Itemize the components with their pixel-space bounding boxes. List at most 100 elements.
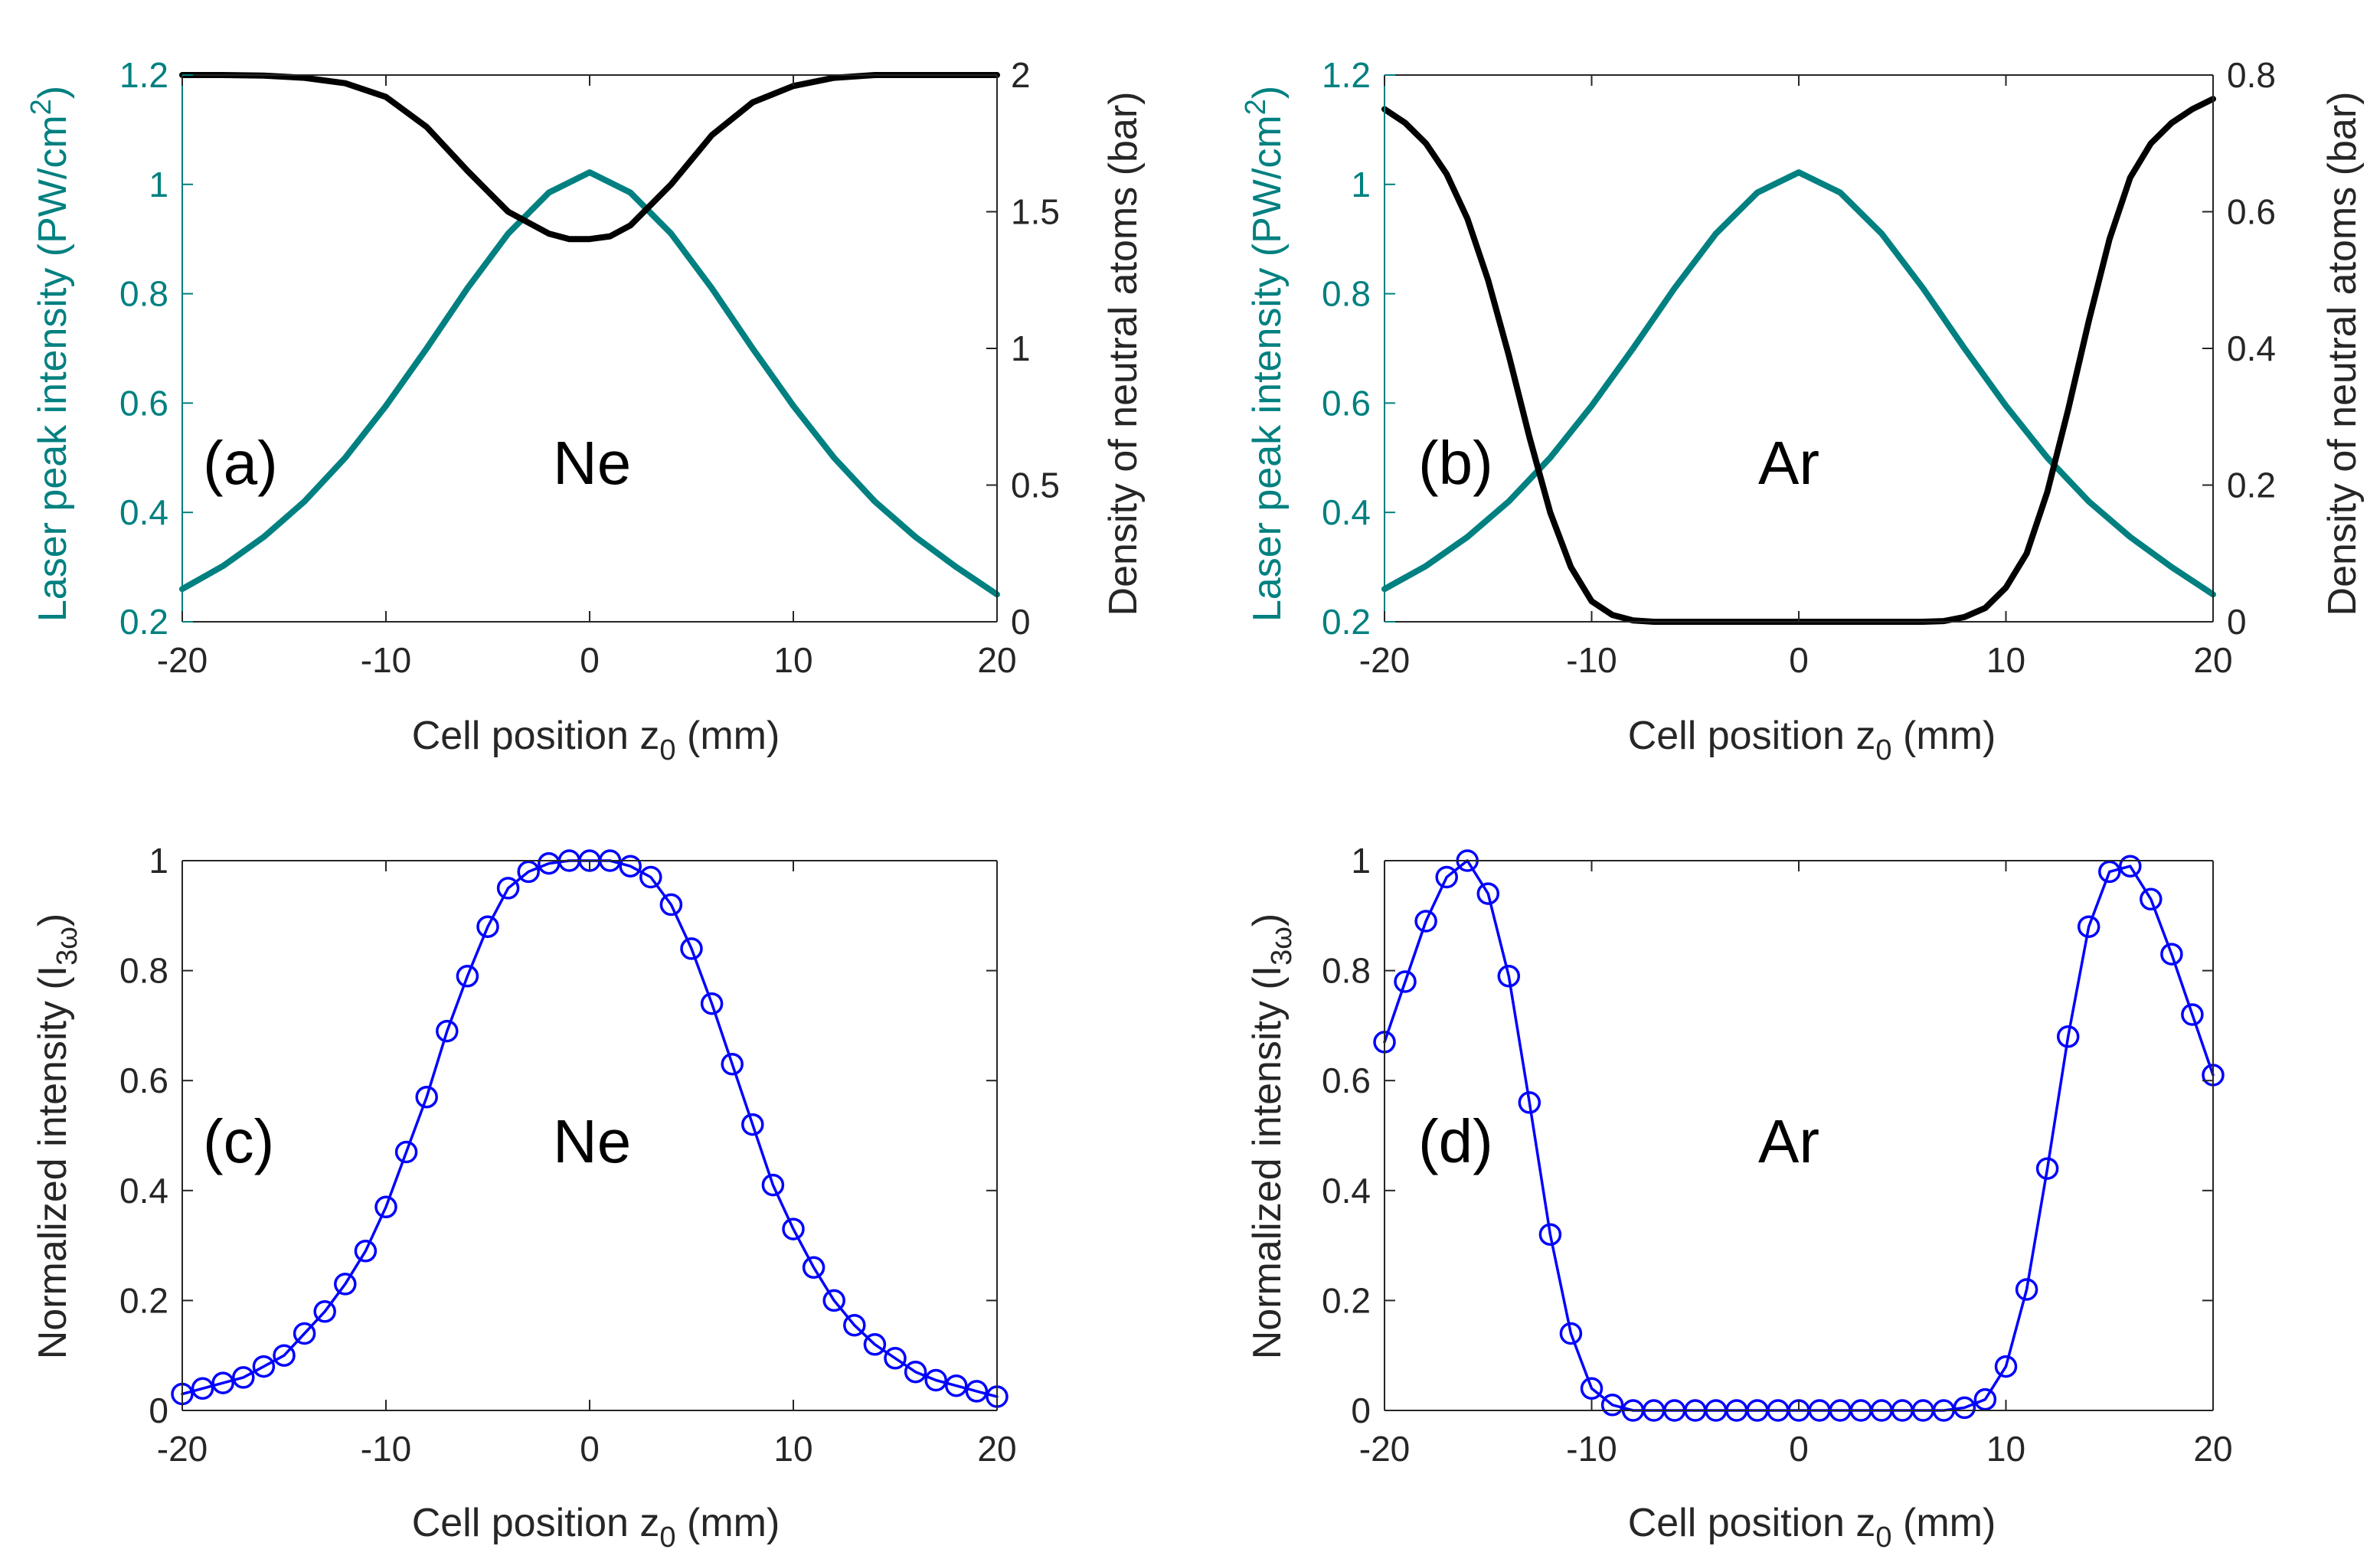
data-point-marker [2015,1278,2038,1301]
x-tick-label: -20 [157,640,208,680]
data-point-marker [721,1052,744,1076]
x-tick-label: 20 [977,640,1016,680]
data-point-marker [802,1256,825,1280]
data-point-marker [517,860,540,884]
panel-d-x-axis-label: Cell position z0 (mm) [1628,1501,1996,1554]
series-intensity-line [179,169,1000,598]
panel-b-y-axis-label-right: Density of neutral atoms (bar) [2320,92,2365,616]
data-point-marker [1559,1322,1583,1345]
y-tick-label-right: 0.2 [2227,466,2276,505]
panel-b-x-axis-label: Cell position z0 (mm) [1628,714,1996,766]
data-point-marker [1953,1396,1976,1420]
y-tick-label-left: 0.4 [119,492,168,532]
data-point-marker [659,893,683,917]
y-tick-label-right: 1 [1011,328,1031,368]
data-point-marker [293,1322,316,1345]
x-tick-label: 10 [773,640,812,680]
x-tick-label: 0 [580,640,600,680]
data-point-marker [394,1140,418,1164]
panel-a-plot-area: -20 -10 0 10 20 0.2 0.4 0.6 0.8 1 1.2 0 0.5 1 1.5 2 [119,55,1060,680]
data-point-marker [2119,855,2142,878]
panel-b-gas-label: Ar [1758,429,1819,497]
data-point-marker [476,915,499,938]
x-tick-label: 10 [1986,640,2025,680]
y-tick-label-left: 1 [149,165,168,204]
data-point-marker [2140,887,2163,911]
data-point-marker [782,1217,805,1240]
y-tick-label-left: 1 [1351,841,1371,881]
x-tick-label: -10 [1566,1429,1617,1469]
data-point-marker [211,1371,234,1394]
data-point-marker [2077,915,2100,938]
x-tick-label: 20 [2193,1429,2232,1469]
data-point-marker [741,1113,764,1136]
data-point-marker [1600,1394,1624,1417]
data-point-marker [700,992,724,1015]
data-point-marker [1973,1387,1997,1411]
series-density-line [1381,96,2216,625]
y-tick-label-left: 1 [1351,165,1371,204]
panel-d-gas-label: Ar [1758,1107,1819,1175]
panel-d-plot-area: -20 -10 0 10 20 0 0.2 0.4 0.6 0.8 1 [1322,841,2233,1469]
panel-d-y-axis-label: Normalized intensity (I3ω) [1245,914,1298,1360]
y-tick-label-right: 1.5 [1011,192,1060,232]
y-tick-label-right: 0 [2227,602,2247,642]
panel-c: -20 -10 0 10 20 0 0.2 0.4 0.6 0.8 1 (c) Ne Cell po… [31,841,1017,1554]
data-point-marker [884,1347,907,1370]
y-tick-label-left: 0.8 [119,274,168,314]
y-tick-label-left: 0.8 [1322,951,1371,991]
y-tick-label-right: 2 [1011,55,1031,95]
y-tick-label-left: 0 [1351,1391,1371,1430]
data-point-marker [904,1360,927,1384]
y-tick-label-left: 1.2 [1322,55,1371,95]
x-tick-label: -20 [157,1429,208,1469]
data-point-marker [924,1368,947,1392]
panel-c-label: (c) [203,1107,274,1175]
data-point-marker [456,965,479,988]
x-tick-label: 10 [773,1429,812,1469]
data-point-marker [1538,1223,1562,1246]
data-point-marker [843,1313,866,1337]
x-tick-label: 0 [580,1429,600,1469]
panel-c-plot-area: -20 -10 0 10 20 0 0.2 0.4 0.6 0.8 1 [119,841,1017,1469]
panel-a-y-axis-label-right: Density of neutral atoms (bar) [1101,92,1146,616]
panel-d-label: (d) [1418,1107,1493,1175]
data-point-marker [191,1377,214,1400]
y-tick-label-left: 1.2 [119,55,168,95]
x-tick-label: -10 [361,640,411,680]
data-point-marker [415,1085,438,1109]
panel-c-x-axis-label: Cell position z0 (mm) [412,1501,780,1554]
y-tick-label-right: 0.8 [2227,55,2276,95]
y-tick-label-right: 0.6 [2227,192,2276,232]
data-point-marker [334,1273,357,1296]
data-point-marker [252,1355,276,1378]
data-point-marker [2056,1025,2080,1048]
data-point-marker [1414,910,1437,933]
x-tick-label: -20 [1359,640,1410,680]
x-tick-label: 0 [1789,640,1809,680]
y-tick-label-right: 0.5 [1011,466,1060,505]
data-point-marker [761,1173,785,1197]
data-point-marker [639,865,662,889]
data-point-marker [2098,860,2121,884]
data-point-marker [965,1380,989,1403]
panel-a-x-axis-label: Cell position z0 (mm) [412,714,780,766]
y-tick-label-left: 0.4 [119,1171,168,1211]
panel-a-gas-label: Ne [553,429,631,497]
y-tick-label-left: 0.2 [119,1280,168,1320]
series-density-line [179,72,1000,243]
series-intensity-line [1381,169,2216,598]
data-point-marker [232,1366,255,1389]
data-point-marker [1580,1377,1604,1400]
data-point-marker [1435,865,1458,889]
y-tick-label-left: 1 [149,841,168,881]
y-tick-label-right: 0 [1011,602,1031,642]
x-tick-label: 20 [977,1429,1016,1469]
y-tick-label-left: 0 [149,1391,168,1430]
data-point-marker [1497,965,1521,988]
panel-c-gas-label: Ne [553,1107,631,1175]
y-tick-label-left: 0.4 [1322,492,1371,532]
x-tick-label: -10 [1566,640,1617,680]
x-tick-label: -10 [361,1429,411,1469]
